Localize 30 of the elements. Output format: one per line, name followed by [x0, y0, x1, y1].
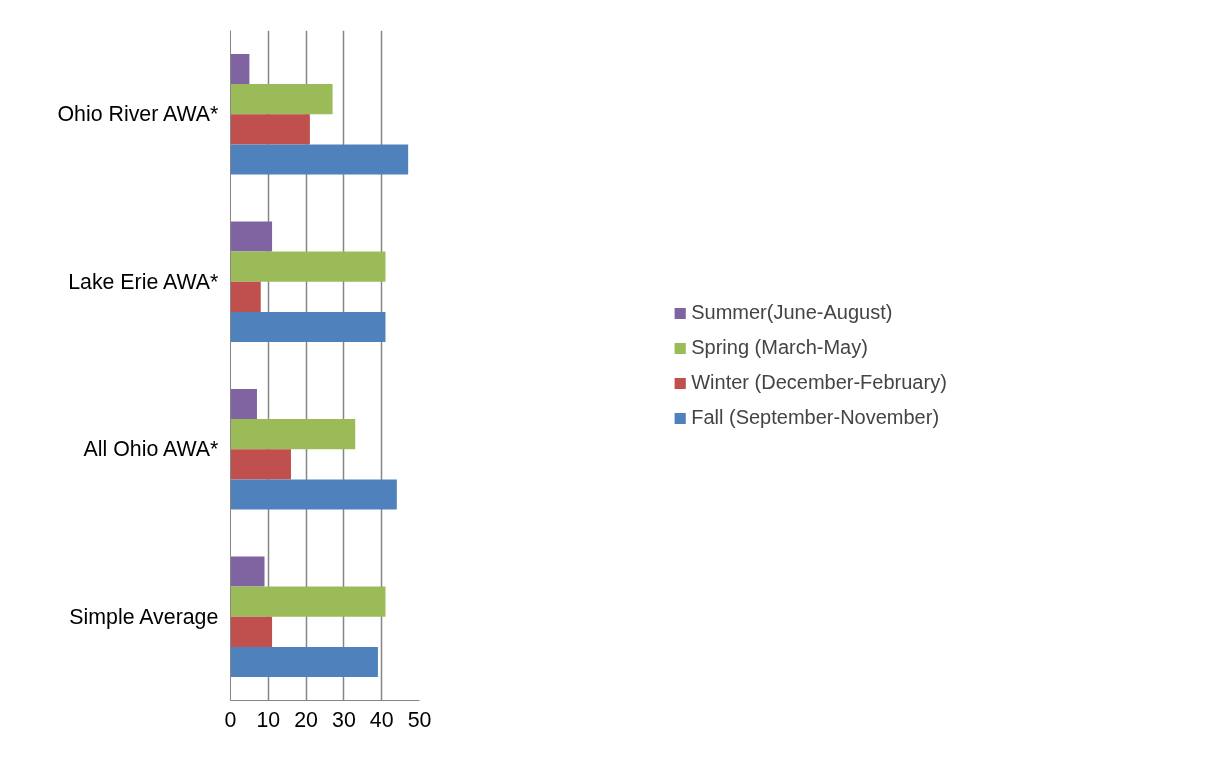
y-tick-label: Simple Average [69, 604, 219, 629]
bar [230, 251, 386, 282]
x-tick-label: 0 [224, 707, 237, 732]
bar [230, 84, 333, 115]
bar [230, 616, 273, 647]
bar [230, 646, 378, 678]
x-tick-label: 10 [256, 707, 281, 732]
x-tick-label: 30 [332, 707, 356, 732]
bar [230, 556, 265, 587]
bar [230, 479, 397, 510]
bar [230, 311, 386, 343]
y-tick-label: Ohio River AWA* [57, 102, 219, 127]
bar [230, 221, 273, 252]
bar [230, 281, 261, 312]
bar [230, 53, 250, 85]
y-tick-label: All Ohio AWA* [83, 437, 219, 462]
legend-label: Spring (March-May) [691, 336, 868, 359]
bar [230, 419, 356, 450]
legend-label: Summer(June-August) [691, 301, 893, 324]
x-tick-label: 20 [294, 707, 319, 732]
x-tick-label: 40 [369, 707, 394, 732]
bar [230, 449, 291, 480]
bar [230, 586, 386, 617]
legend-label: Fall (September-November) [691, 406, 940, 429]
x-tick-label: 50 [407, 707, 432, 732]
bar [230, 144, 409, 175]
legend-label: Winter (December-February) [691, 371, 947, 394]
bar [230, 114, 310, 145]
y-tick-label: Lake Erie AWA* [68, 269, 219, 294]
bar [230, 388, 257, 420]
